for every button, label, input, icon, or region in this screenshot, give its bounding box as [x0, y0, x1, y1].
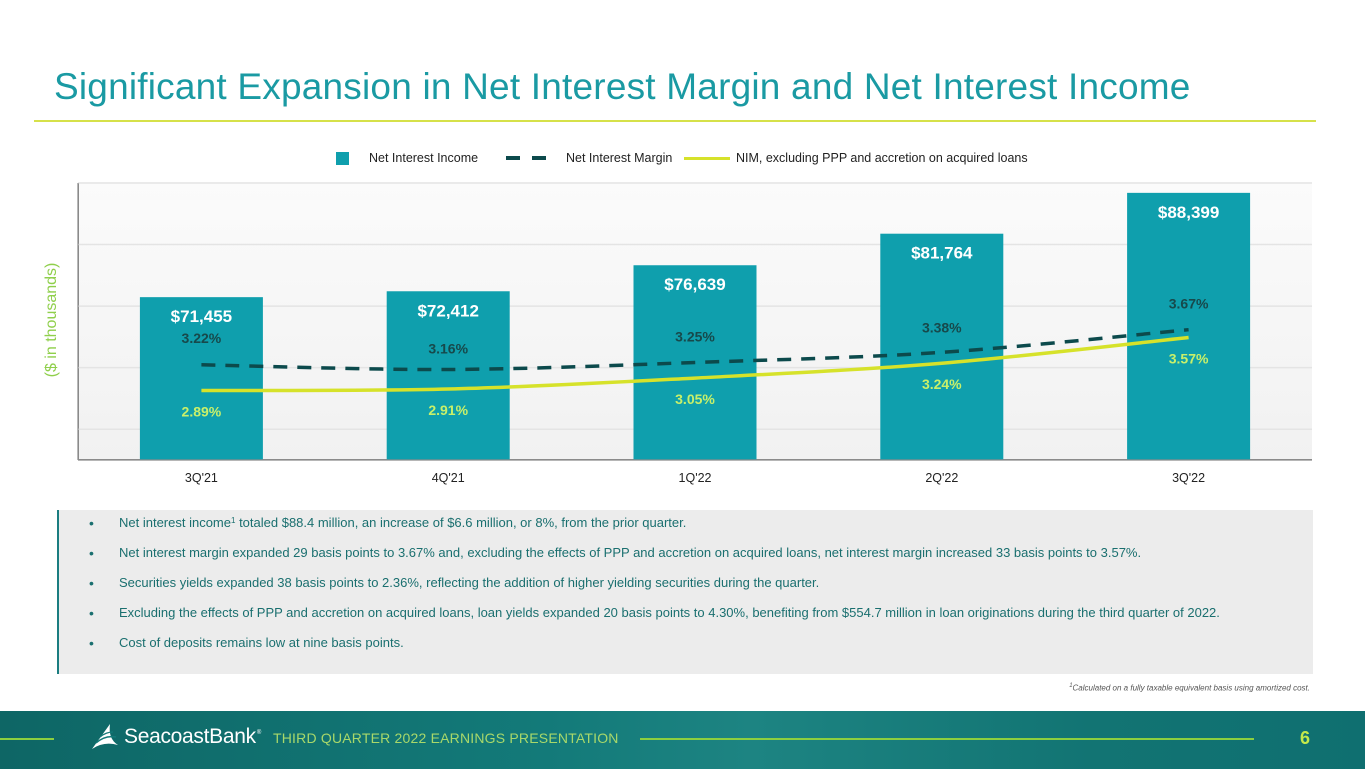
bar-value-label: $76,639: [664, 275, 725, 294]
x-tick-label: 4Q'21: [432, 471, 465, 485]
footer-bar: SeacoastBank ® THIRD QUARTER 2022 EARNIN…: [0, 711, 1365, 769]
legend-label: Net Interest Income: [369, 151, 479, 165]
footer-caption: THIRD QUARTER 2022 EARNINGS PRESENTATION: [273, 730, 619, 746]
line-nim-excluding-ppp: [201, 335, 1189, 393]
page-title: Significant Expansion in Net Interest Ma…: [54, 66, 1191, 107]
footnote-reference: 1: [231, 516, 236, 525]
nim-value-label: 3.67%: [1169, 296, 1209, 312]
highlights-panel: Net interest income1 totaled $88.4 milli…: [57, 510, 1313, 674]
legend-item-net-interest-margin: Net Interest Margin: [506, 148, 672, 168]
footnote-mark: 1: [1069, 683, 1073, 689]
footnote: 1Calculated on a fully taxable equivalen…: [1069, 683, 1310, 693]
footnote-text: Calculated on a fully taxable equivalent…: [1072, 683, 1310, 693]
highlight-text: Cost of deposits remains low at nine bas…: [119, 635, 404, 650]
x-tick-label: 1Q'22: [679, 471, 712, 485]
bar-value-label: $88,399: [1158, 203, 1219, 222]
highlight-item: Excluding the effects of PPP and accreti…: [89, 605, 1313, 621]
x-tick-label: 3Q'22: [1172, 471, 1205, 485]
legend-label: Net Interest Margin: [566, 151, 673, 165]
nim-excluding-value-label: 2.89%: [182, 404, 222, 420]
legend-swatch-dashed-line: [506, 156, 552, 160]
page-number: 6: [1300, 728, 1311, 748]
sail-icon: [92, 724, 118, 749]
chart-legend: Net Interest Income Net Interest Margin …: [0, 148, 1365, 168]
bar-net-interest-income: [880, 233, 1004, 460]
nim-excluding-value-label: 3.24%: [922, 376, 962, 392]
nim-value-label: 3.38%: [922, 319, 962, 335]
legend-item-nim-excluding: NIM, excluding PPP and accretion on acqu…: [684, 148, 1028, 168]
highlight-text: Net interest income: [119, 515, 231, 530]
brand-trademark: ®: [256, 730, 262, 736]
highlight-text: Excluding the effects of PPP and accreti…: [119, 605, 1220, 620]
legend-item-net-interest-income: Net Interest Income: [336, 148, 478, 168]
nim-excluding-value-label: 3.05%: [675, 391, 715, 407]
footer-divider-left: [0, 738, 54, 740]
title-divider: [34, 120, 1316, 122]
highlight-item: Net interest income1 totaled $88.4 milli…: [89, 515, 1313, 531]
bar-value-label: $81,764: [911, 244, 973, 263]
brand-name: SeacoastBank: [124, 725, 256, 748]
footer-divider-right: [640, 738, 1254, 740]
nim-value-label: 3.22%: [182, 330, 222, 346]
bar-value-label: $72,412: [417, 301, 478, 320]
nim-value-label: 3.25%: [675, 328, 715, 344]
nim-excluding-value-label: 3.57%: [1169, 350, 1209, 366]
highlight-text: totaled $88.4 million, an increase of $6…: [235, 515, 687, 530]
x-tick-label: 2Q'22: [925, 471, 958, 485]
bar-value-label: $71,455: [171, 307, 232, 326]
nim-excluding-value-label: 2.91%: [428, 402, 468, 418]
line-net-interest-margin: [201, 327, 1189, 372]
bar-net-interest-income: [386, 291, 510, 460]
highlight-item: Securities yields expanded 38 basis poin…: [89, 575, 1313, 591]
highlight-text: Net interest margin expanded 29 basis po…: [119, 545, 1142, 560]
legend-label: NIM, excluding PPP and accretion on acqu…: [736, 151, 1028, 165]
chart-canvas: $71,455 $72,412 $76,639 $81,764 $88,399 3.22%…: [77, 182, 1312, 485]
highlight-item: Net interest margin expanded 29 basis po…: [89, 545, 1313, 561]
highlights-list: Net interest income1 totaled $88.4 milli…: [89, 515, 1313, 651]
brand-logo: SeacoastBank ®: [90, 723, 261, 751]
bar-net-interest-income: [1127, 192, 1251, 460]
x-tick-label: 3Q'21: [185, 471, 218, 485]
legend-swatch-solid-line: [684, 156, 730, 160]
highlight-item: Cost of deposits remains low at nine bas…: [89, 635, 1313, 651]
legend-swatch-bar: [336, 151, 349, 165]
nim-value-label: 3.16%: [428, 340, 468, 356]
bar-net-interest-income: [139, 297, 263, 460]
highlight-text: Securities yields expanded 38 basis poin…: [119, 575, 820, 590]
